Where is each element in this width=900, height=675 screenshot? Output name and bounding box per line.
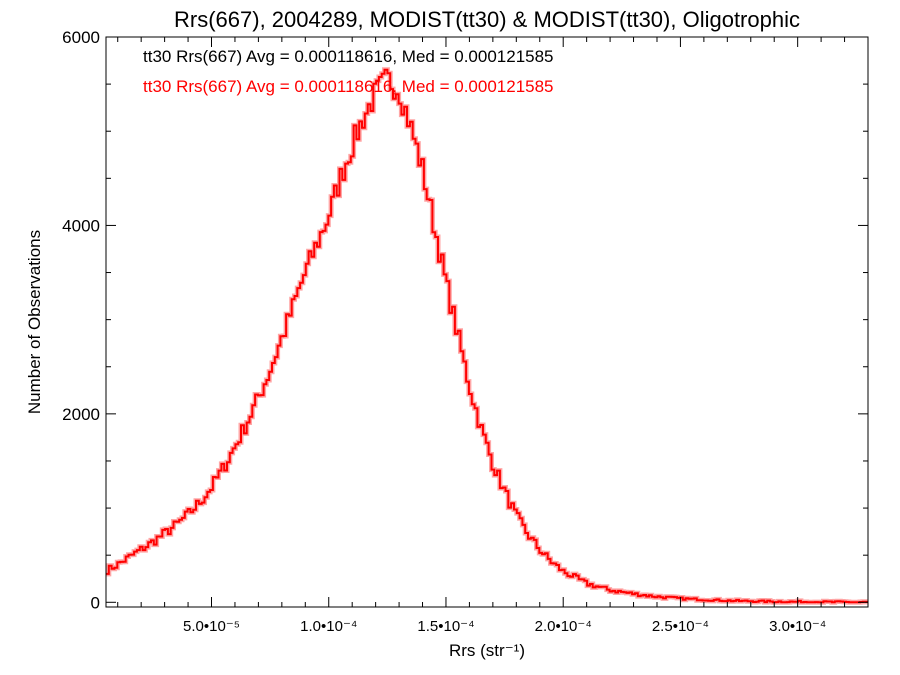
x-tick-label: 2.5•10⁻⁴ (652, 618, 709, 635)
x-tick-label: 2.0•10⁻⁴ (535, 618, 592, 635)
chart-title: Rrs(667), 2004289, MODIST(tt30) & MODIST… (174, 7, 800, 32)
annotation-red: tt30 Rrs(667) Avg = 0.000118616, Med = 0… (143, 77, 554, 96)
y-tick-label: 6000 (62, 28, 100, 47)
y-tick-label: 0 (91, 593, 100, 612)
y-axis-label: Number of Observations (25, 230, 44, 414)
histogram-series-line (106, 68, 868, 604)
y-tick-label: 4000 (62, 216, 100, 235)
plot-area (105, 36, 869, 608)
x-tick-label: 5.0•10⁻⁵ (183, 618, 240, 635)
histogram-series-fill (106, 67, 869, 605)
x-axis-label: Rrs (str⁻¹) (449, 641, 525, 660)
y-tick-label: 2000 (62, 405, 100, 424)
x-tick-label: 1.0•10⁻⁴ (300, 618, 357, 635)
y-axis: 0 2000 4000 6000 (62, 28, 868, 612)
plot-frame (105, 36, 869, 608)
x-tick-label: 3.0•10⁻⁴ (769, 618, 826, 635)
annotation-black: tt30 Rrs(667) Avg = 0.000118616, Med = 0… (143, 47, 554, 66)
x-axis: 5.0•10⁻⁵ 1.0•10⁻⁴ 1.5•10⁻⁴ 2.0•10⁻⁴ 2.5•10⁻⁴… (117, 37, 846, 635)
x-tick-label: 1.5•10⁻⁴ (417, 618, 474, 635)
